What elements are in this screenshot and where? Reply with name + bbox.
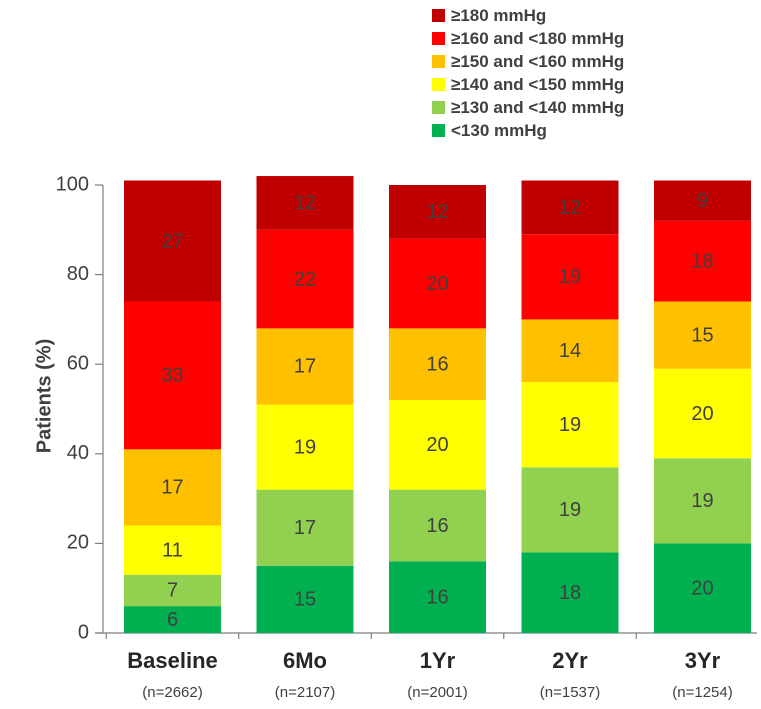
y-tick-label: 0 bbox=[78, 621, 89, 643]
x-category-note: (n=2107) bbox=[275, 684, 335, 701]
bar-value-label: 19 bbox=[294, 436, 316, 458]
bar-value-label: 16 bbox=[426, 586, 448, 608]
bar-segment bbox=[256, 176, 354, 230]
legend-label: ≥150 and <160 mmHg bbox=[451, 51, 625, 71]
legend-swatch bbox=[432, 78, 445, 91]
bar-segment bbox=[124, 180, 221, 302]
bar-segment bbox=[521, 234, 619, 320]
bar-value-label: 20 bbox=[426, 434, 448, 456]
bar-value-label: 17 bbox=[161, 477, 183, 499]
y-tick-label: 100 bbox=[56, 173, 89, 195]
bar-segment bbox=[521, 319, 619, 383]
bar-value-label: 19 bbox=[559, 266, 581, 288]
bar-value-label: 9 bbox=[697, 190, 708, 212]
legend-label: <130 mmHg bbox=[451, 120, 547, 140]
bar-segment bbox=[256, 328, 354, 405]
legend-swatch bbox=[432, 101, 445, 114]
legend-label: ≥130 and <140 mmHg bbox=[451, 97, 625, 117]
x-category-note: (n=1254) bbox=[672, 684, 732, 701]
bar-value-label: 20 bbox=[691, 577, 713, 599]
bar-segment bbox=[389, 400, 486, 490]
bar-value-label: 20 bbox=[691, 403, 713, 425]
bar-value-label: 7 bbox=[167, 580, 178, 602]
bar-segment bbox=[389, 489, 486, 562]
bar-segment bbox=[521, 180, 619, 235]
legend-label: ≥160 and <180 mmHg bbox=[451, 28, 625, 48]
bar-segment bbox=[256, 404, 354, 490]
x-category-label: 3Yr bbox=[685, 648, 721, 673]
legend-item: <130 mmHg bbox=[432, 119, 624, 142]
x-category-note: (n=1537) bbox=[540, 684, 600, 701]
legend-swatch bbox=[432, 32, 445, 45]
labels-layer: 6 7 11 17 33 27 Baseline (n=2662) 15 17 19 17 22 12 6M… bbox=[127, 190, 732, 701]
bar-value-label: 16 bbox=[426, 515, 448, 537]
legend-item: ≥180 mmHg bbox=[432, 4, 624, 27]
legend-item: ≥130 and <140 mmHg bbox=[432, 96, 624, 119]
y-tick-label: 80 bbox=[67, 263, 89, 285]
y-tick-label: 60 bbox=[67, 352, 89, 374]
bar-value-label: 33 bbox=[161, 365, 183, 387]
x-category-label: Baseline bbox=[127, 648, 218, 673]
bar-value-label: 17 bbox=[294, 517, 316, 539]
bar-value-label: 27 bbox=[161, 230, 183, 252]
x-category-note: (n=2001) bbox=[407, 684, 467, 701]
bar-value-label: 12 bbox=[426, 201, 448, 223]
bar-value-label: 11 bbox=[162, 539, 183, 561]
legend-swatch bbox=[432, 9, 445, 22]
bar-segment bbox=[256, 565, 354, 633]
bar-segment bbox=[521, 552, 619, 633]
x-category-note: (n=2662) bbox=[142, 684, 202, 701]
bar-value-label: 16 bbox=[426, 353, 448, 375]
bar-value-label: 14 bbox=[559, 340, 581, 362]
bar-segment bbox=[521, 467, 619, 553]
x-category-label: 6Mo bbox=[283, 648, 327, 673]
bar-segment bbox=[654, 543, 751, 633]
bar-value-label: 19 bbox=[559, 499, 581, 521]
bar-value-label: 22 bbox=[294, 268, 316, 290]
bars-layer bbox=[124, 176, 751, 633]
legend-item: ≥160 and <180 mmHg bbox=[432, 27, 624, 50]
bar-segment bbox=[521, 382, 619, 468]
bar-value-label: 20 bbox=[426, 273, 448, 295]
bar-segment bbox=[389, 328, 486, 401]
legend-item: ≥140 and <150 mmHg bbox=[432, 73, 624, 96]
bar-segment bbox=[124, 574, 221, 607]
y-axis-label: Patients (%) bbox=[33, 339, 55, 453]
bar-value-label: 12 bbox=[294, 192, 316, 214]
y-tick-label: 40 bbox=[67, 442, 89, 464]
bar-value-label: 12 bbox=[559, 197, 581, 219]
bar-value-label: 15 bbox=[294, 589, 316, 611]
x-category-label: 1Yr bbox=[420, 648, 456, 673]
bar-segment bbox=[389, 561, 486, 633]
bar-value-label: 17 bbox=[294, 356, 316, 378]
legend-label: ≥140 and <150 mmHg bbox=[451, 74, 625, 94]
bar-value-label: 19 bbox=[691, 490, 713, 512]
bar-segment bbox=[124, 301, 221, 450]
legend-swatch bbox=[432, 124, 445, 137]
bar-segment bbox=[654, 368, 751, 459]
bar-value-label: 19 bbox=[559, 414, 581, 436]
bar-segment bbox=[654, 180, 751, 221]
bar-segment bbox=[124, 525, 221, 575]
bar-value-label: 18 bbox=[691, 250, 713, 272]
bar-segment bbox=[124, 606, 221, 633]
bar-value-label: 18 bbox=[559, 582, 581, 604]
bar-value-label: 6 bbox=[167, 609, 178, 631]
chart-legend: ≥180 mmHg ≥160 and <180 mmHg ≥150 and <160… bbox=[432, 4, 624, 142]
bar-segment bbox=[654, 301, 751, 369]
bar-segment bbox=[389, 185, 486, 239]
bar-segment bbox=[256, 489, 354, 566]
bar-segment bbox=[654, 458, 751, 544]
x-category-label: 2Yr bbox=[552, 648, 588, 673]
legend-item: ≥150 and <160 mmHg bbox=[432, 50, 624, 73]
legend-swatch bbox=[432, 55, 445, 68]
bar-segment bbox=[256, 229, 354, 329]
y-tick-label: 20 bbox=[67, 532, 89, 554]
bar-segment bbox=[389, 238, 486, 329]
bar-value-label: 15 bbox=[691, 324, 713, 346]
bar-segment bbox=[654, 220, 751, 302]
bar-segment bbox=[124, 449, 221, 526]
legend-label: ≥180 mmHg bbox=[451, 5, 547, 25]
